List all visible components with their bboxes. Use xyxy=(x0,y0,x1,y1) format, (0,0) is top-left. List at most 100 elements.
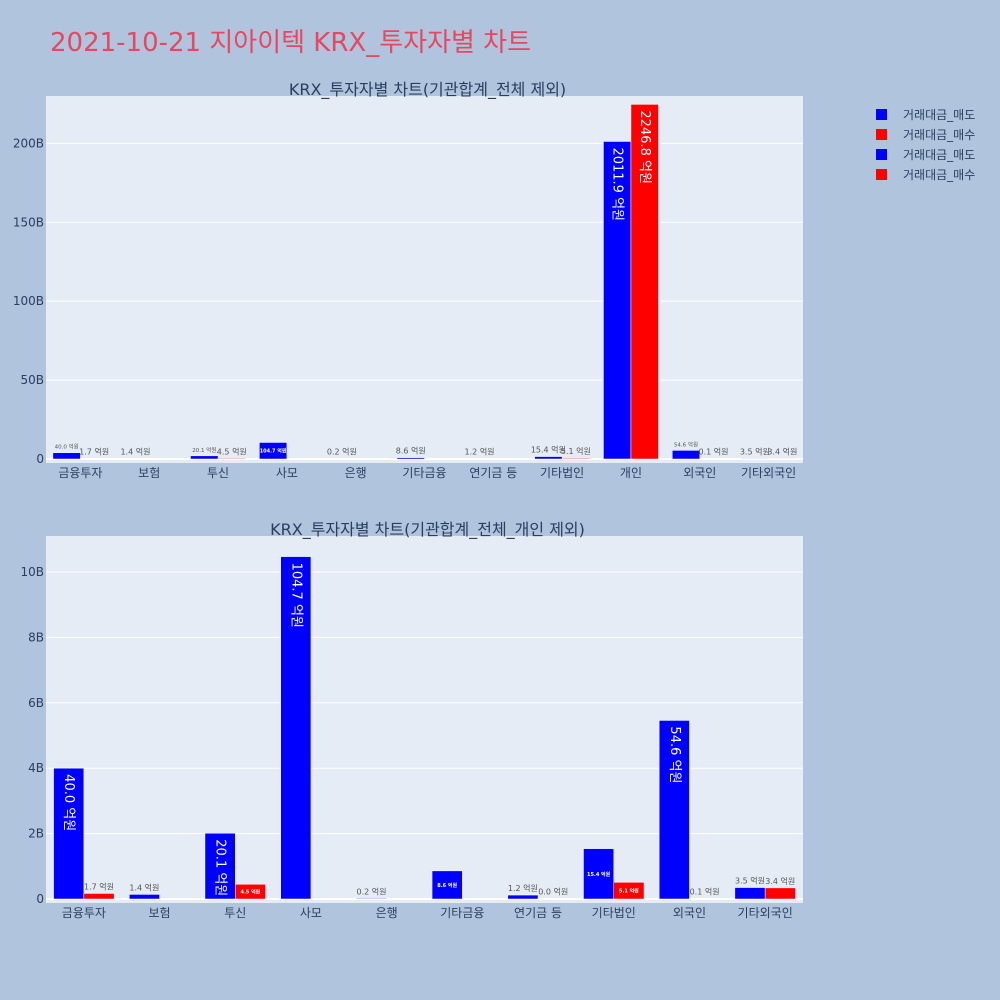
bar[interactable] xyxy=(740,458,769,460)
data-label: 8.6 억원 xyxy=(437,882,457,889)
bar[interactable] xyxy=(658,720,690,900)
bar[interactable] xyxy=(734,887,766,900)
bar[interactable] xyxy=(507,894,539,900)
bar[interactable] xyxy=(53,767,85,900)
bar[interactable] xyxy=(764,887,796,900)
data-label: 0.2 억원 xyxy=(327,447,357,457)
x-tick-label: 사모 xyxy=(276,466,298,480)
x-tick-label: 은행 xyxy=(376,905,398,920)
data-label: 3.5 억원 xyxy=(735,876,765,886)
data-label: 0.1 억원 xyxy=(699,447,729,457)
page-title: 2021-10-21 지아이텍 KRX_투자자별 차트 xyxy=(50,28,532,58)
bar[interactable] xyxy=(603,141,632,460)
bar[interactable] xyxy=(204,833,236,900)
data-label: 8.6 억원 xyxy=(396,446,426,456)
chart-top: 0 50B 100B 150B 200B KRX_투자자별 차트(기관합계_전체 제외) 금… xyxy=(13,80,803,480)
legend-swatch[interactable] xyxy=(876,149,887,160)
bar[interactable] xyxy=(630,104,659,460)
x-tick-label: 투신 xyxy=(224,906,246,920)
y-tick-label: 4B xyxy=(28,761,44,775)
y-tick-label: 8B xyxy=(28,630,44,644)
bar[interactable] xyxy=(671,450,701,460)
data-label: 2011.9 억원 xyxy=(610,147,625,221)
legend-label[interactable]: 거래대금_매수 xyxy=(903,168,975,182)
data-label: 2246.8 억원 xyxy=(637,110,652,184)
bar[interactable] xyxy=(52,452,81,460)
chart-title: KRX_투자자별 차트(기관합계_전체 제외) xyxy=(289,80,566,100)
x-tick-label: 기타금융 xyxy=(440,906,484,920)
y-tick-label: 200B xyxy=(13,136,44,150)
data-label: 5.1 억원 xyxy=(619,888,639,895)
x-tick-label: 기타법인 xyxy=(592,906,636,920)
y-tick-label: 10B xyxy=(20,565,44,579)
bar[interactable] xyxy=(280,556,312,900)
bar[interactable] xyxy=(259,442,288,460)
data-label: 1.2 억원 xyxy=(508,883,538,893)
data-label: 1.7 억원 xyxy=(79,447,109,457)
plot-background xyxy=(46,96,803,463)
data-label: 1.7 억원 xyxy=(84,881,114,891)
x-tick-label: 보험 xyxy=(149,906,171,920)
x-tick-label: 투신 xyxy=(207,466,229,480)
data-label: 1.2 억원 xyxy=(465,447,495,457)
y-tick-label: 2B xyxy=(28,827,44,841)
data-label: 104.7 억원 xyxy=(288,563,303,628)
y-tick-label: 100B xyxy=(13,294,44,308)
chart-bottom: 0 2B 4B 6B 8B 10B KRX_투자자별 차트(기관합계_전체_개인 제외) 금융… xyxy=(20,520,803,920)
data-label: 1.4 억원 xyxy=(120,447,150,457)
bar[interactable] xyxy=(129,894,160,900)
bar[interactable] xyxy=(396,457,425,460)
data-label: 15.4 억원 xyxy=(587,871,611,878)
y-tick-label: 0 xyxy=(36,452,44,466)
data-label: 20.1 억원 xyxy=(192,446,216,454)
bar[interactable] xyxy=(431,870,463,900)
y-tick-label: 6B xyxy=(28,696,44,710)
bar[interactable] xyxy=(80,458,109,460)
bar[interactable] xyxy=(583,848,614,900)
legend-label[interactable]: 거래대금_매도 xyxy=(903,148,975,162)
data-label: 40.0 억원 xyxy=(61,774,76,831)
data-label: 54.6 억원 xyxy=(667,726,682,783)
bar[interactable] xyxy=(768,458,797,460)
x-tick-label: 기타법인 xyxy=(540,466,584,480)
x-tick-label: 보험 xyxy=(138,466,160,480)
legend-label[interactable]: 거래대금_매수 xyxy=(903,128,975,142)
bar[interactable] xyxy=(190,455,219,460)
x-tick-label: 기타외국인 xyxy=(741,466,796,480)
bar[interactable] xyxy=(534,456,563,460)
y-tick-label: 150B xyxy=(13,215,44,229)
bar[interactable] xyxy=(83,893,115,900)
legend-label[interactable]: 거래대금_매도 xyxy=(903,108,975,122)
x-tick-label: 금융투자 xyxy=(62,906,106,920)
x-tick-label: 개인 xyxy=(620,466,642,480)
bar[interactable] xyxy=(327,458,356,460)
data-label: 1.4 억원 xyxy=(129,882,159,892)
legend-swatch[interactable] xyxy=(876,169,887,180)
bar[interactable] xyxy=(699,458,728,460)
data-label: 104.7 억원 xyxy=(260,448,287,455)
bar[interactable] xyxy=(613,882,645,900)
x-tick-label: 기타금융 xyxy=(402,466,446,480)
data-label: 0.0 억원 xyxy=(538,887,568,897)
legend-swatch[interactable] xyxy=(876,129,887,140)
bar[interactable] xyxy=(356,898,387,900)
x-tick-label: 외국인 xyxy=(673,906,706,920)
data-label: 0.1 억원 xyxy=(690,887,720,897)
data-label: 0.2 억원 xyxy=(357,886,387,896)
data-label: 5.1 억원 xyxy=(561,446,591,456)
bar[interactable] xyxy=(689,898,720,900)
y-tick-label: 0 xyxy=(36,892,44,906)
legend-swatch[interactable] xyxy=(876,109,887,120)
data-label: 3.5 억원 xyxy=(740,446,770,456)
x-tick-label: 사모 xyxy=(300,906,322,920)
data-label: 4.5 억원 xyxy=(240,889,260,896)
bar[interactable] xyxy=(561,457,590,460)
bar[interactable] xyxy=(537,898,569,900)
bar[interactable] xyxy=(121,458,150,460)
bar[interactable] xyxy=(465,458,494,460)
bar[interactable] xyxy=(217,458,246,460)
data-label: 15.4 억원 xyxy=(531,445,566,455)
bar[interactable] xyxy=(235,884,266,900)
